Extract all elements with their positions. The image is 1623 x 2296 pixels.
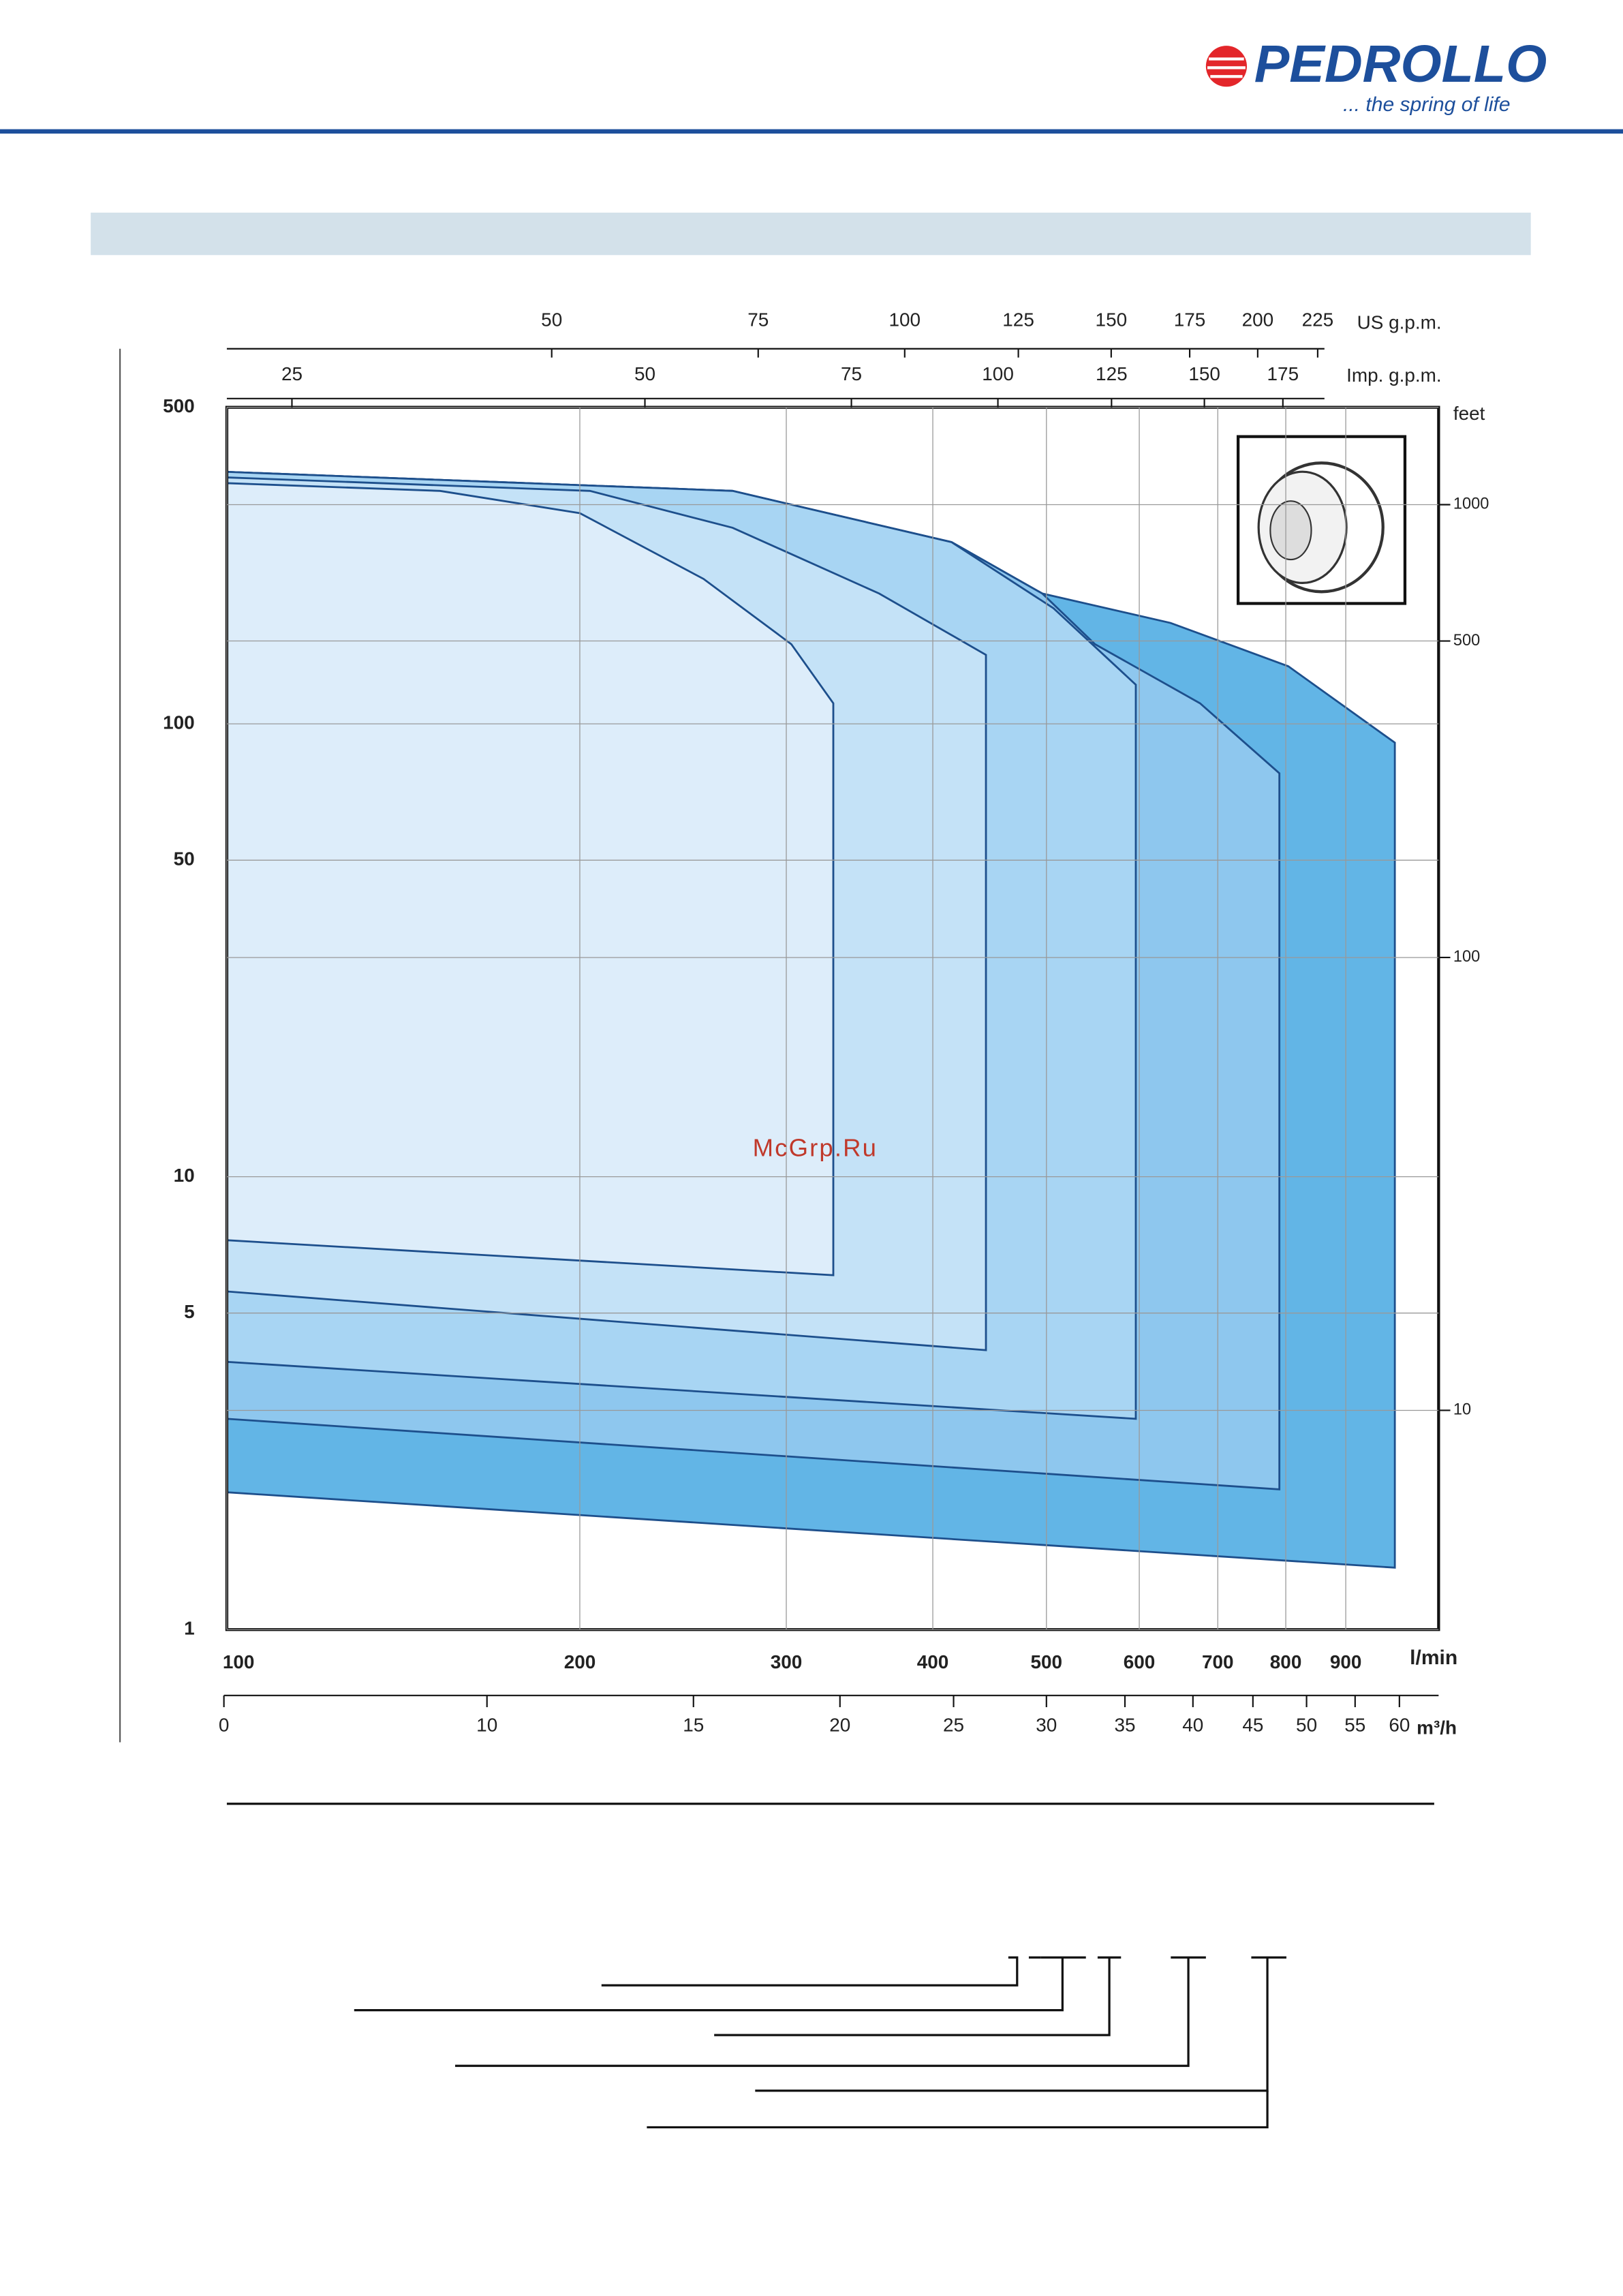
icon-shape <box>1269 500 1312 561</box>
m3h-tick-label: 40 <box>1182 1714 1203 1735</box>
y2-tick-label: 500 <box>1453 632 1480 649</box>
imp-gpm-label: Imp. g.p.m. <box>1346 365 1442 386</box>
x-tick-label: 300 <box>771 1651 803 1672</box>
y-tick-label: 500 <box>163 395 195 416</box>
m3h-tick-label: 15 <box>683 1714 704 1735</box>
title-bar <box>91 213 1531 256</box>
x-tick-label: 200 <box>564 1651 596 1672</box>
m3h-tick-label: 30 <box>1036 1714 1057 1735</box>
x-tick-label: 400 <box>917 1651 949 1672</box>
x-tick-label: 800 <box>1270 1651 1302 1672</box>
imp-gpm-tick-label: 50 <box>634 363 655 384</box>
us-gpm-tick-label: 100 <box>889 309 921 330</box>
tagline: ... the spring of life <box>1343 93 1511 116</box>
x-axis-label: l/min <box>1410 1647 1457 1669</box>
x-tick-label: 500 <box>1031 1651 1063 1672</box>
m3h-tick-label: 10 <box>476 1714 497 1735</box>
y-tick-label: 5 <box>184 1301 195 1322</box>
x-tick-label: 900 <box>1330 1651 1362 1672</box>
watermark: McGrp.Ru <box>753 1133 878 1161</box>
y2-tick-label: 10 <box>1453 1401 1471 1419</box>
us-gpm-tick-label: 50 <box>541 309 562 330</box>
y-tick-label: 50 <box>174 848 195 870</box>
logo-stripes <box>1207 57 1246 78</box>
imp-gpm-tick-label: 100 <box>982 363 1014 384</box>
y2-axis-label: feet <box>1453 403 1485 424</box>
x-tick-label: 600 <box>1124 1651 1156 1672</box>
impeller-icon <box>1236 435 1407 605</box>
y-tick-label: 10 <box>174 1165 195 1186</box>
us-gpm-label: US g.p.m. <box>1357 312 1442 333</box>
us-gpm-tick-label: 125 <box>1002 309 1034 330</box>
us-gpm-tick-label: 225 <box>1302 309 1334 330</box>
m3h-label: m³/h <box>1417 1717 1457 1739</box>
imp-gpm-tick-label: 150 <box>1188 363 1220 384</box>
imp-gpm-tick-label: 75 <box>841 363 862 384</box>
m3h-tick-label: 20 <box>829 1714 850 1735</box>
header-rule <box>0 129 1623 134</box>
brand: PEDROLLO <box>1254 35 1547 93</box>
m3h-tick-label: 60 <box>1389 1714 1410 1735</box>
legend-brackets <box>354 1956 1286 2129</box>
imp-gpm-tick-label: 125 <box>1096 363 1128 384</box>
area <box>226 482 835 1276</box>
y-tick-label: 1 <box>184 1618 195 1639</box>
m3h-tick-label: 0 <box>219 1714 230 1735</box>
us-gpm-tick-label: 75 <box>747 309 769 330</box>
m3h-tick-label: 55 <box>1344 1714 1365 1735</box>
plot <box>226 470 1396 1569</box>
imp-gpm-tick-label: 175 <box>1267 363 1299 384</box>
y2-tick-label: 1000 <box>1453 495 1489 513</box>
imp-gpm-tick-label: 25 <box>281 363 303 384</box>
m3h-tick-label: 25 <box>943 1714 964 1735</box>
us-gpm-tick-label: 175 <box>1174 309 1206 330</box>
x-tick-label: 700 <box>1202 1651 1234 1672</box>
us-gpm-tick-label: 200 <box>1242 309 1274 330</box>
m3h-tick-label: 50 <box>1296 1714 1317 1735</box>
y2-tick-label: 100 <box>1453 948 1480 966</box>
x-tick-label: 100 <box>223 1651 255 1672</box>
y-tick-label: 100 <box>163 712 195 733</box>
m3h-tick-label: 45 <box>1242 1714 1263 1735</box>
m3h-tick-label: 35 <box>1114 1714 1135 1735</box>
us-gpm-tick-label: 150 <box>1096 309 1128 330</box>
